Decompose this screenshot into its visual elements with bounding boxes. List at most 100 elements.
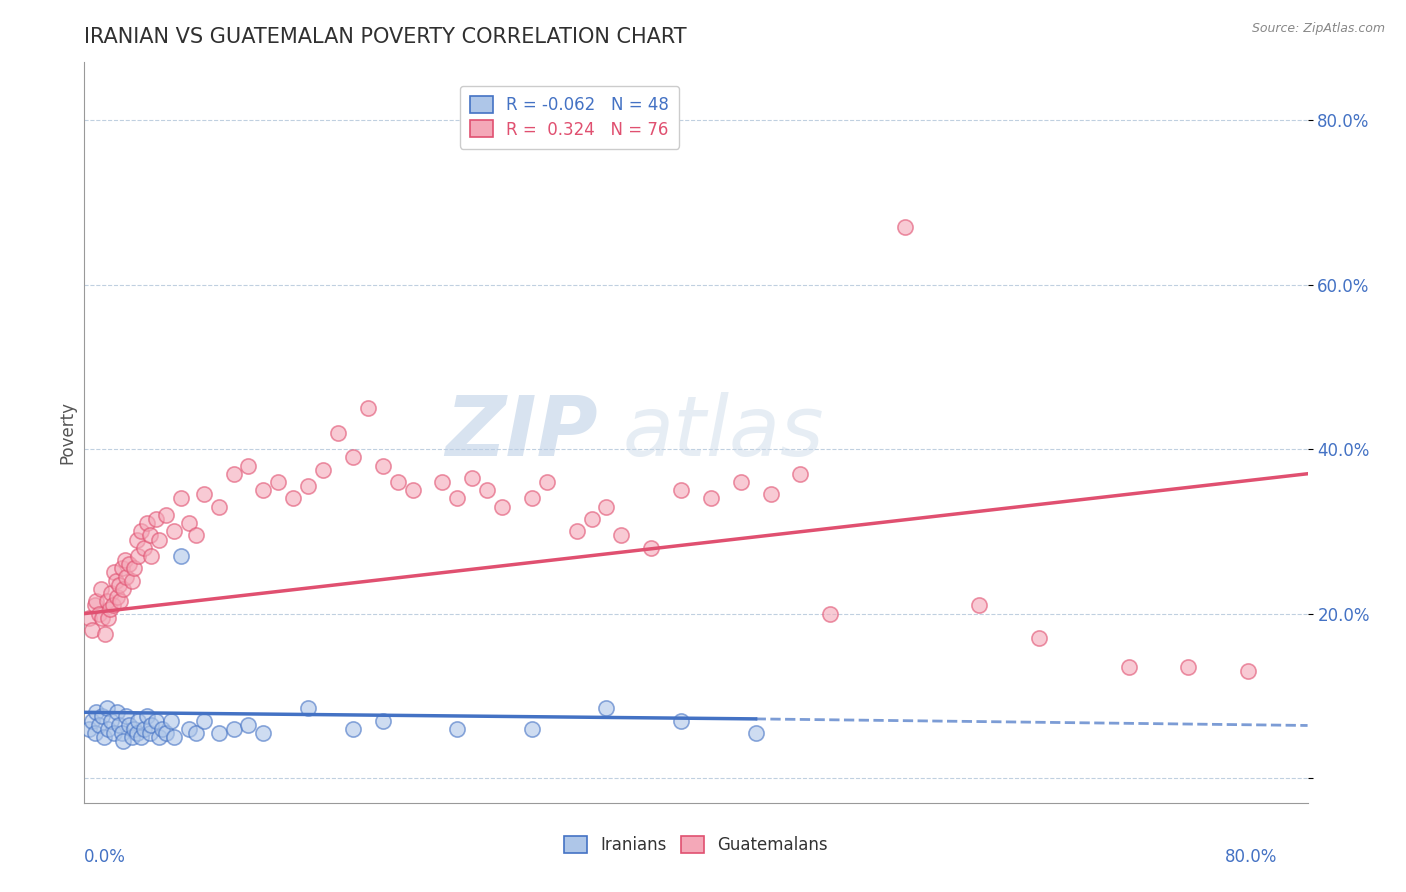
Point — [969, 599, 991, 613]
Text: Source: ZipAtlas.com: Source: ZipAtlas.com — [1251, 22, 1385, 36]
Point — [581, 512, 603, 526]
Point — [103, 726, 125, 740]
Point — [177, 722, 200, 736]
Text: 80.0%: 80.0% — [1226, 848, 1278, 866]
Point — [160, 714, 183, 728]
Point — [222, 722, 245, 736]
Point — [342, 722, 364, 736]
Point — [93, 730, 115, 744]
Point — [207, 500, 229, 514]
Point — [669, 714, 692, 728]
Point — [127, 549, 149, 563]
Point — [91, 610, 114, 624]
Point — [371, 458, 394, 473]
Point — [145, 512, 167, 526]
Point — [238, 458, 260, 473]
Point — [108, 594, 131, 608]
Point — [125, 726, 148, 740]
Point — [610, 528, 633, 542]
Point — [326, 425, 349, 440]
Text: atlas: atlas — [623, 392, 824, 473]
Point — [150, 722, 173, 736]
Point — [186, 726, 208, 740]
Point — [818, 607, 841, 621]
Point — [170, 549, 193, 563]
Point — [127, 714, 149, 728]
Point — [83, 599, 105, 613]
Point — [177, 516, 200, 530]
Point — [98, 602, 121, 616]
Point — [700, 491, 723, 506]
Point — [491, 500, 513, 514]
Point — [96, 594, 118, 608]
Point — [186, 528, 208, 542]
Point — [83, 726, 105, 740]
Point — [387, 475, 409, 489]
Legend: Iranians, Guatemalans: Iranians, Guatemalans — [557, 830, 835, 861]
Text: 0.0%: 0.0% — [84, 848, 127, 866]
Text: ZIP: ZIP — [446, 392, 598, 473]
Point — [1028, 632, 1050, 646]
Point — [107, 578, 129, 592]
Point — [105, 706, 128, 720]
Point — [94, 627, 117, 641]
Point — [148, 533, 170, 547]
Point — [100, 714, 122, 728]
Point — [252, 483, 274, 498]
Point — [112, 734, 135, 748]
Point — [565, 524, 588, 539]
Point — [114, 553, 136, 567]
Point — [122, 561, 145, 575]
Point — [122, 722, 145, 736]
Point — [139, 528, 162, 542]
Point — [1118, 660, 1140, 674]
Point — [80, 623, 103, 637]
Point — [77, 722, 100, 736]
Point — [97, 610, 120, 624]
Point — [132, 541, 155, 555]
Point — [84, 594, 107, 608]
Point — [252, 726, 274, 740]
Point — [520, 722, 543, 736]
Point — [121, 730, 143, 744]
Point — [129, 524, 152, 539]
Point — [163, 524, 186, 539]
Point — [193, 714, 215, 728]
Point — [111, 726, 134, 740]
Point — [759, 487, 782, 501]
Point — [121, 574, 143, 588]
Point — [145, 714, 167, 728]
Point — [91, 709, 114, 723]
Point — [342, 450, 364, 465]
Text: IRANIAN VS GUATEMALAN POVERTY CORRELATION CHART: IRANIAN VS GUATEMALAN POVERTY CORRELATIO… — [84, 27, 688, 47]
Point — [136, 709, 159, 723]
Point — [90, 582, 112, 596]
Point — [222, 467, 245, 481]
Point — [118, 717, 141, 731]
Point — [207, 726, 229, 740]
Point — [103, 566, 125, 580]
Point — [595, 701, 617, 715]
Point — [520, 491, 543, 506]
Point — [283, 491, 305, 506]
Point — [446, 491, 468, 506]
Point — [461, 471, 484, 485]
Point — [148, 730, 170, 744]
Point — [132, 722, 155, 736]
Point — [107, 717, 129, 731]
Point — [89, 717, 111, 731]
Point — [894, 219, 917, 234]
Point — [139, 726, 162, 740]
Point — [80, 714, 103, 728]
Point — [640, 541, 662, 555]
Point — [475, 483, 498, 498]
Point — [193, 487, 215, 501]
Point — [112, 582, 135, 596]
Point — [97, 722, 120, 736]
Point — [1177, 660, 1199, 674]
Y-axis label: Poverty: Poverty — [58, 401, 76, 464]
Point — [669, 483, 692, 498]
Point — [789, 467, 811, 481]
Point — [155, 726, 177, 740]
Point — [730, 475, 752, 489]
